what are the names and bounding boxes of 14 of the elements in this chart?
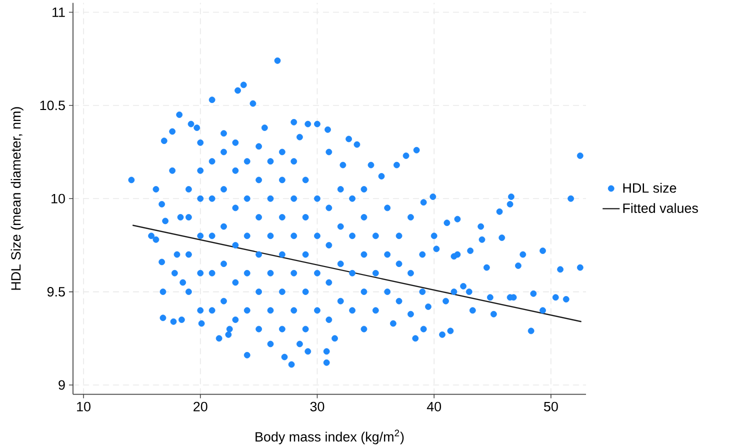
x-tick-label: 10 <box>77 402 90 412</box>
y-tick-label: 10 <box>52 194 65 204</box>
y-tick-label: 9.5 <box>47 287 65 297</box>
legend-label: Fitted values <box>623 203 698 213</box>
y-tick-label: 11 <box>52 8 65 17</box>
x-tick-label: 40 <box>426 402 442 412</box>
legend-label: HDL size <box>623 182 676 193</box>
y-tick-label: 10.5 <box>40 100 65 110</box>
y-axis-title: HDL Size (mean diameter, nm) <box>10 107 24 290</box>
x-axis-title: Body mass index (kg/m$^{2}$) <box>256 430 404 444</box>
y-tick-label: 9 <box>58 380 65 390</box>
x-tick-label: 20 <box>194 402 208 412</box>
x-tick-label: 30 <box>310 402 324 412</box>
x-tick-label: 50 <box>544 402 558 412</box>
